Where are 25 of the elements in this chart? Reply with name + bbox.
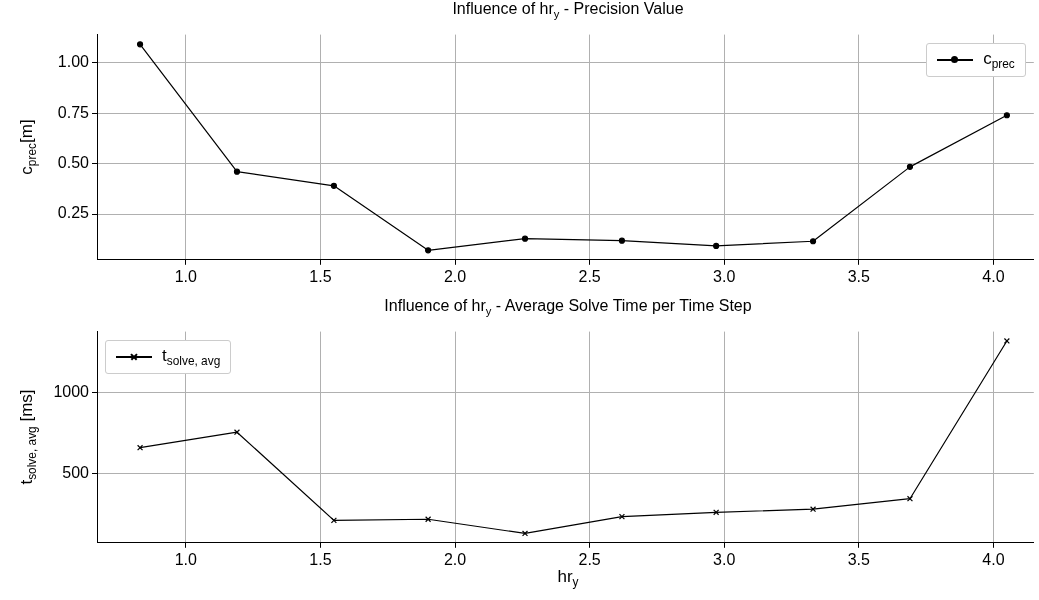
y-tick-label: 0.75 bbox=[57, 103, 90, 121]
x-tick-label: 1.5 bbox=[309, 550, 332, 568]
chart-title: Influence of hr$_{y}$ - Average Solve Time per Time Step bbox=[383, 297, 753, 318]
y-tick-label: 1.00 bbox=[57, 53, 90, 71]
x-tick-label: 1.5 bbox=[309, 267, 332, 285]
x-axis-title: hr$_{y}$ bbox=[556, 566, 580, 590]
x-tick-label: 3.5 bbox=[847, 267, 871, 285]
y-tick-label: 500 bbox=[62, 463, 90, 481]
y-tick-label: 1000 bbox=[53, 382, 90, 400]
x-tick-label: 2.0 bbox=[443, 550, 467, 568]
x-tick-label: 4.0 bbox=[982, 267, 1005, 285]
x-tick-label: 3.5 bbox=[847, 550, 871, 568]
x-tick-label: 2.0 bbox=[443, 267, 467, 285]
x-tick-label: 3.0 bbox=[713, 550, 736, 568]
chart-title: Influence of hr$_{y}$ - Precision Value bbox=[451, 0, 685, 21]
x-tick-label: 1.0 bbox=[174, 267, 198, 285]
legend-label: t$_{solve, avg}$ bbox=[162, 345, 221, 368]
legend-label: c$_{prec}$ bbox=[983, 48, 1015, 71]
x-tick-label: 2.5 bbox=[578, 267, 601, 285]
y-tick-label: 0.25 bbox=[57, 204, 90, 222]
x-tick-label: 4.0 bbox=[982, 550, 1005, 568]
y-tick-label: 0.50 bbox=[57, 154, 90, 172]
x-tick-label: 1.0 bbox=[174, 550, 198, 568]
x-tick-label: 2.5 bbox=[578, 550, 601, 568]
x-tick-label: 3.0 bbox=[713, 267, 736, 285]
